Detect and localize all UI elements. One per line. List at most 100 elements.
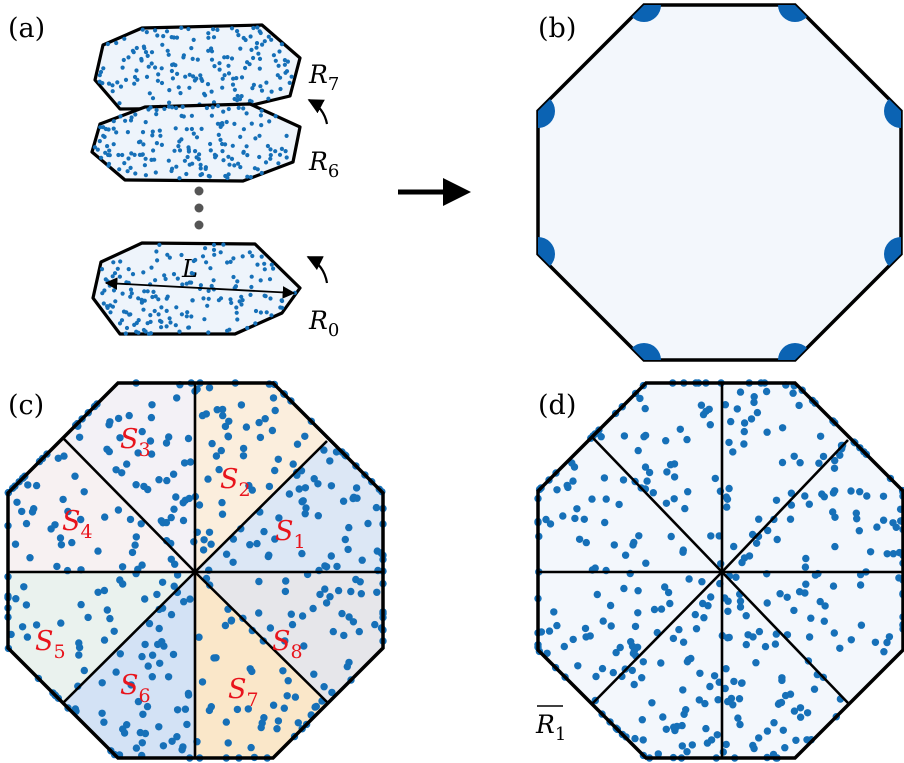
particle-dot bbox=[118, 114, 123, 119]
particle-dot bbox=[173, 733, 181, 741]
particle-dot bbox=[235, 93, 240, 99]
particle-dot bbox=[630, 680, 638, 689]
particle-dot bbox=[570, 463, 579, 471]
particle-dot bbox=[707, 532, 715, 540]
particle-dot bbox=[274, 455, 282, 463]
particle-dot bbox=[796, 704, 805, 712]
particle-dot bbox=[246, 541, 254, 549]
particle-dot bbox=[228, 259, 233, 264]
particle-dot bbox=[210, 105, 215, 110]
particle-dot bbox=[169, 470, 178, 478]
particle-dot bbox=[164, 29, 170, 34]
particle-dot bbox=[350, 493, 358, 501]
particle-dot bbox=[796, 713, 805, 721]
particle-dot bbox=[158, 638, 166, 646]
particle-dot bbox=[226, 172, 231, 177]
particle-dot bbox=[830, 464, 839, 472]
particle-dot bbox=[185, 310, 190, 315]
particle-dot bbox=[146, 64, 151, 69]
particle-dot bbox=[189, 126, 194, 132]
particle-dot bbox=[193, 257, 198, 263]
particle-dot bbox=[260, 714, 268, 722]
particle-dot bbox=[75, 433, 84, 441]
particle-dot bbox=[831, 542, 839, 551]
particle-dot bbox=[268, 153, 273, 158]
particle-dot bbox=[150, 294, 155, 300]
particle-dot bbox=[121, 57, 126, 63]
particle-dot bbox=[265, 482, 274, 491]
particle-dot bbox=[138, 739, 146, 747]
particle-dot bbox=[157, 517, 165, 525]
particle-dot bbox=[755, 627, 764, 636]
particle-dot bbox=[329, 627, 337, 636]
particle-dot bbox=[277, 152, 283, 157]
sector-8-fill bbox=[195, 572, 383, 703]
particle-dot bbox=[773, 535, 781, 544]
particle-dot bbox=[187, 162, 192, 167]
particle-dot bbox=[229, 56, 235, 61]
particle-dot bbox=[184, 434, 193, 443]
particle-dot bbox=[155, 33, 160, 38]
particle-dot bbox=[194, 135, 200, 140]
particle-dot bbox=[47, 525, 55, 533]
particle-dot bbox=[179, 499, 187, 507]
particle-dot bbox=[211, 100, 217, 105]
particle-dot bbox=[786, 515, 795, 523]
particle-dot bbox=[184, 171, 189, 177]
particle-dot bbox=[778, 424, 787, 432]
particle-dot bbox=[260, 42, 265, 47]
particle-dot bbox=[155, 723, 163, 731]
particle-dot bbox=[259, 108, 264, 113]
particle-dot bbox=[602, 495, 610, 503]
panel-c-sectors bbox=[8, 383, 383, 758]
particle-dot bbox=[619, 476, 628, 484]
particle-dot bbox=[131, 541, 139, 549]
particle-dot bbox=[235, 29, 240, 34]
particle-dot bbox=[164, 308, 169, 313]
sector-label-2: S2 bbox=[220, 464, 251, 501]
particle-dot bbox=[253, 308, 259, 314]
particle-dot bbox=[883, 638, 891, 647]
particle-dot bbox=[171, 560, 179, 568]
particle-dot bbox=[167, 255, 172, 260]
particle-dot bbox=[816, 432, 825, 440]
particle-dot bbox=[271, 53, 276, 58]
particle-dot bbox=[238, 165, 243, 170]
particle-dot bbox=[249, 47, 254, 53]
particle-dot bbox=[247, 98, 253, 103]
particle-dot bbox=[831, 456, 839, 465]
particle-dot bbox=[801, 563, 810, 571]
panel-d-label: (d) bbox=[538, 390, 576, 421]
particle-dot bbox=[120, 65, 125, 70]
particle-dot bbox=[181, 114, 186, 119]
particle-dot bbox=[232, 121, 237, 126]
particle-dot bbox=[341, 535, 349, 544]
particle-dot bbox=[249, 284, 254, 290]
particle-dot bbox=[110, 627, 118, 635]
particle-dot bbox=[125, 130, 130, 135]
particle-dot bbox=[198, 162, 203, 167]
particle-dot bbox=[179, 25, 184, 30]
particle-dot bbox=[111, 126, 116, 131]
particle-dot bbox=[207, 174, 212, 179]
particle-dot bbox=[105, 447, 114, 456]
particle-dot bbox=[226, 106, 231, 112]
particle-dot bbox=[211, 27, 216, 32]
particle-dot bbox=[173, 394, 181, 402]
particle-dot bbox=[134, 68, 139, 73]
particle-dot bbox=[200, 536, 208, 544]
particle-dot bbox=[207, 703, 215, 711]
particle-dot bbox=[871, 638, 880, 646]
particle-dot bbox=[269, 701, 278, 709]
particle-dot bbox=[641, 404, 649, 413]
sector-1-fill bbox=[195, 441, 383, 572]
particle-dot bbox=[75, 651, 83, 659]
particle-dot bbox=[707, 736, 716, 744]
particle-dot bbox=[245, 481, 253, 490]
particle-dot bbox=[157, 242, 162, 247]
particle-dot bbox=[152, 308, 157, 314]
particle-dot bbox=[201, 296, 206, 301]
particle-dot bbox=[180, 282, 185, 287]
particle-dot bbox=[191, 37, 196, 43]
